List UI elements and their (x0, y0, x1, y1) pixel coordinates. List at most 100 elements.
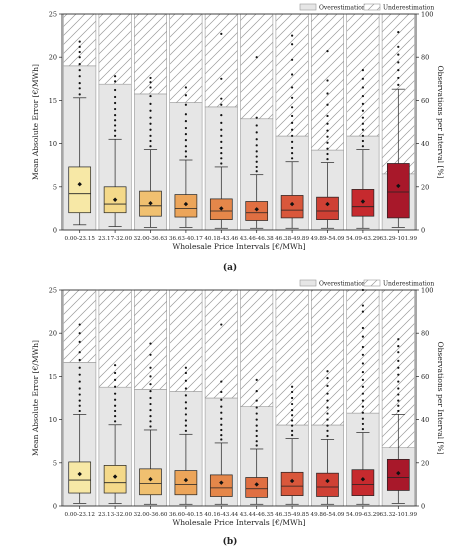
panel-a-ytick-label: 25 (49, 11, 57, 19)
panel-b-mean-marker (148, 477, 153, 482)
panel-b-outlier-point (255, 389, 258, 393)
panel-a-mean-marker (254, 207, 259, 212)
panel-a-ytick-right-label: 100 (421, 11, 433, 19)
panel-a-outlier-point (291, 146, 294, 150)
panel-b-outlier-point (149, 415, 152, 418)
panel-b-outlier-point (220, 423, 223, 426)
panel-b-outlier-point (78, 409, 81, 413)
panel-a-outlier-point (114, 113, 117, 117)
panel-b-xtick-label: 63.32-101.99 (380, 512, 418, 518)
panel-a-outlier-point (149, 116, 152, 119)
panel-b-x-axis-label: Wholesale Price Intervals [€/MWh] (172, 518, 305, 527)
panel-a-outlier-point (255, 116, 258, 119)
panel-a-outlier-point (114, 134, 117, 137)
panel-b-outlier-point (361, 428, 364, 431)
panel-b-ytick-right-label: 80 (421, 330, 429, 338)
panel-b-outlier-point (78, 340, 81, 343)
panel-b-outlier-point (184, 401, 187, 404)
panel-b-outlier-point (114, 409, 117, 413)
panel-a-outlier-point (114, 101, 117, 105)
panel-a-outlier-point (291, 43, 294, 46)
panel-b-box (280, 471, 304, 496)
panel-a-box (316, 196, 339, 220)
panel-a-outlier-point (326, 158, 329, 161)
panel-a-outlier-point (255, 150, 258, 153)
panel-b-xtick-label: 40.16-43.44 (204, 512, 238, 518)
panel-b-outlier-point (220, 390, 223, 394)
panel-b-outlier-point (361, 335, 364, 338)
panel-a-outlier-point (220, 32, 223, 35)
panel-b-outlier-point (397, 351, 400, 354)
panel-b-outlier-point (78, 366, 81, 369)
panel-b-outlier-point (220, 434, 223, 437)
panel-a-outlier-point (361, 145, 364, 148)
panel-a-outlier-point (326, 79, 329, 82)
panel-a-outlier-point (361, 94, 364, 98)
panel-b-underestimation-bar (310, 289, 344, 426)
panel-b-outlier-point (149, 353, 152, 356)
panel-b-outlier-point (184, 366, 187, 369)
panel-a-outlier-point (184, 86, 187, 89)
panel-b-outlier-point (78, 387, 81, 390)
panel-b-outlier-point (184, 413, 187, 416)
panel-a-outlier-point (291, 140, 294, 143)
panel-b-xtick-label: 46.35-49.85 (275, 512, 309, 518)
panel-a-outlier-point (149, 86, 152, 89)
panel-b-outlier-point (149, 425, 152, 428)
panel-b-outlier-point (291, 390, 294, 394)
panel-a-outlier-point (114, 88, 117, 92)
panel-a-outlier-point (291, 73, 294, 76)
panel-a-outlier-point (397, 61, 400, 64)
panel-a-outlier-point (220, 103, 223, 106)
panel-b-xtick-label: 32.00-36.60 (134, 512, 168, 518)
panel-b-ytick-label: 15 (49, 373, 57, 381)
panel-b-outlier-point (361, 405, 364, 408)
panel-a-outlier-point (184, 145, 187, 148)
panel-b-outlier-point (255, 378, 258, 381)
panel-b-outlier-point (291, 402, 294, 406)
panel-a-outlier-point (326, 114, 329, 118)
panel-b-outlier-point (326, 377, 329, 380)
panel-a-outlier-point (361, 134, 364, 137)
panel-b-mean-marker (112, 474, 118, 479)
panel-b-box (174, 470, 198, 496)
panel-a-outlier-point (220, 134, 223, 137)
panel-b-outlier-point (114, 398, 117, 401)
panel-b-box (68, 461, 92, 494)
panel-a-outlier-point (220, 128, 223, 131)
panel-a-outlier-point (78, 82, 81, 85)
panel-a-y-axis-right-label: Observations per Interval [%] (436, 65, 445, 178)
panel-a-xtick-label: 36.63-40.17 (169, 236, 203, 242)
panel-a-ytick-right-label: 60 (421, 97, 429, 105)
panel-a-outlier-point (291, 106, 294, 109)
panel-a-outlier-point (220, 146, 223, 150)
panel-b-outlier-point (220, 417, 223, 420)
panel-b-outlier-point (326, 406, 329, 409)
panel-a-outlier-point (220, 157, 223, 160)
panel-b-box (139, 468, 162, 496)
panel-b-outlier-point (184, 394, 187, 397)
panel-b-outlier-point (326, 384, 329, 388)
panel-b-outlier-point (184, 371, 187, 375)
panel-a-label: (a) (223, 262, 237, 273)
panel-a-xtick-label: 46.38-49.89 (275, 236, 309, 242)
panel-a-outlier-point (361, 122, 364, 125)
panel-b-outlier-point (291, 419, 294, 422)
panel-a-outlier-point (255, 160, 258, 163)
panel-a-outlier-point (291, 114, 294, 118)
panel-b-outlier-point (255, 440, 258, 443)
panel-b-outlier-point (361, 399, 364, 402)
panel-b-underestimation-bar (240, 289, 274, 407)
panel-a-mean-marker (77, 182, 82, 187)
panel-a-outlier-point (397, 53, 400, 56)
panel-a-outlier-point (220, 140, 223, 143)
panel-a-legend-under-swatch (363, 3, 381, 11)
panel-a-outlier-point (184, 139, 187, 142)
panel-a-outlier-point (397, 31, 400, 34)
panel-a-outlier-point (114, 95, 117, 99)
panel-a-underestimation-bar (134, 13, 168, 95)
panel-a-outlier-point (184, 150, 187, 153)
panel-b-legend-under-label: Underestimation (383, 281, 434, 288)
panel-b-outlier-point (220, 398, 223, 401)
